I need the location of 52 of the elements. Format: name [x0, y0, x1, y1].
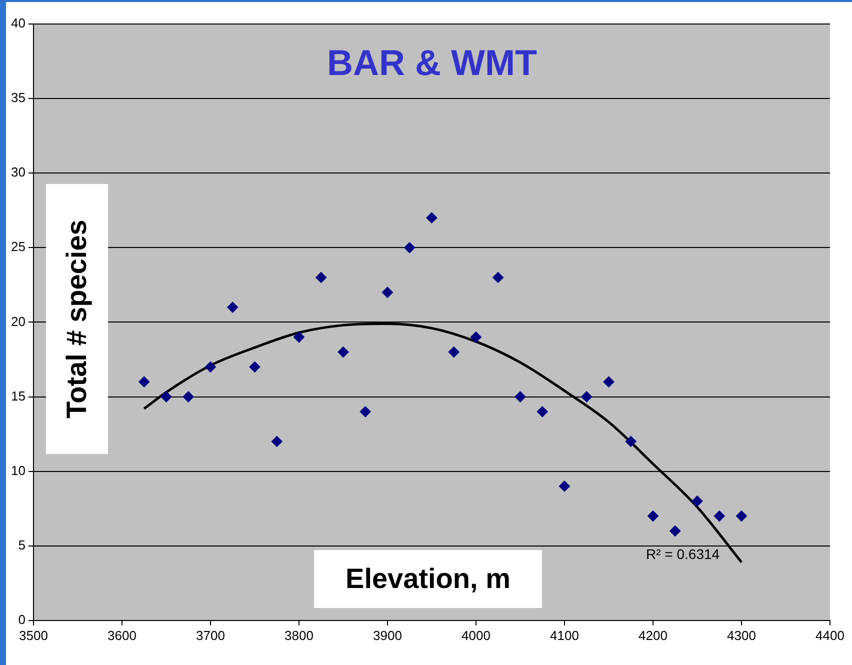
point	[271, 436, 282, 447]
point	[558, 480, 570, 492]
y-axis-title: Total # species	[61, 220, 93, 418]
point	[426, 212, 438, 224]
point	[625, 436, 636, 447]
point	[714, 510, 725, 522]
x-tick-label: 3700	[196, 628, 225, 643]
annotation: R² = 0.6314	[646, 546, 720, 562]
y-tick-label: 5	[18, 537, 26, 552]
point	[492, 272, 504, 283]
x-tick-label: 3600	[108, 628, 136, 643]
point	[736, 510, 747, 522]
x-tick-label: 4400	[816, 628, 844, 643]
point	[382, 286, 393, 298]
point	[160, 391, 172, 402]
point	[647, 510, 658, 522]
point	[603, 376, 614, 388]
x-tick-label: 4000	[462, 628, 490, 643]
point	[470, 332, 482, 343]
label-panel: Elevation, m	[314, 550, 542, 608]
y-tick-label: 30	[10, 164, 26, 180]
point	[338, 346, 349, 358]
point	[204, 361, 216, 372]
point	[360, 406, 371, 418]
x-tick-label: 3900	[373, 628, 402, 643]
point	[514, 391, 526, 402]
point	[448, 346, 460, 358]
x-tick-label: 4100	[550, 628, 579, 643]
label-panel: Total # species	[46, 184, 108, 454]
point	[536, 406, 548, 418]
point	[182, 391, 194, 402]
y-tick-label: 40	[10, 16, 26, 31]
point	[293, 332, 304, 343]
y-tick-label: 25	[10, 239, 26, 254]
y-tick-label: 0	[18, 612, 26, 627]
x-tick-label: 4200	[638, 628, 668, 643]
y-tick-label: 20	[10, 314, 26, 329]
x-tick-label: 3500	[19, 628, 48, 643]
point	[692, 496, 703, 507]
point	[249, 361, 260, 372]
point	[227, 302, 238, 313]
point	[670, 525, 681, 536]
x-tick-label: 4300	[727, 628, 756, 643]
point	[581, 391, 592, 402]
y-tick-label: 35	[10, 90, 26, 106]
point	[404, 242, 416, 254]
point	[138, 376, 150, 388]
y-tick-label: 15	[10, 388, 26, 404]
point	[316, 272, 327, 283]
text: BAR & WMT	[326, 42, 538, 84]
y-tick-label: 10	[10, 462, 26, 478]
x-tick-label: 3800	[284, 628, 314, 643]
